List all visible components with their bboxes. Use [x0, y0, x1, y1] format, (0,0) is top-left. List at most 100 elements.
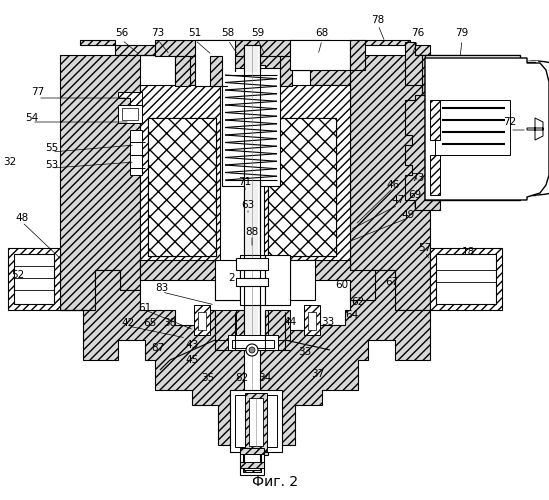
Polygon shape: [405, 42, 440, 210]
Bar: [230, 390, 282, 452]
Bar: [430, 100, 440, 140]
Text: 52: 52: [12, 270, 25, 280]
Text: 42: 42: [121, 318, 135, 328]
Bar: [243, 452, 261, 472]
Bar: [232, 340, 274, 348]
Bar: [210, 56, 222, 86]
Bar: [235, 395, 277, 447]
Bar: [244, 45, 260, 345]
Bar: [350, 40, 365, 70]
Bar: [236, 278, 268, 286]
Text: 62: 62: [351, 297, 365, 307]
Polygon shape: [118, 92, 142, 105]
Bar: [430, 155, 440, 195]
Bar: [194, 305, 210, 335]
Bar: [155, 40, 330, 56]
Bar: [246, 45, 258, 345]
Text: 33: 33: [321, 317, 335, 327]
Bar: [148, 118, 216, 256]
Bar: [215, 260, 240, 300]
Text: 73: 73: [411, 173, 424, 183]
Text: 71: 71: [238, 177, 251, 187]
Text: 68: 68: [315, 28, 329, 38]
Text: 45: 45: [186, 355, 199, 365]
Text: Фиг. 2: Фиг. 2: [252, 475, 298, 489]
Polygon shape: [425, 55, 535, 200]
Bar: [244, 340, 260, 445]
Bar: [304, 305, 320, 335]
Text: 67: 67: [385, 277, 399, 287]
Bar: [265, 255, 290, 305]
Bar: [175, 56, 190, 86]
Bar: [240, 462, 264, 468]
Polygon shape: [350, 55, 430, 310]
Bar: [228, 72, 274, 182]
Bar: [308, 312, 316, 330]
Text: 73: 73: [152, 28, 165, 38]
Bar: [268, 118, 336, 256]
Text: 49: 49: [401, 210, 414, 220]
Text: 38: 38: [164, 318, 177, 328]
Polygon shape: [140, 85, 220, 270]
Bar: [8, 248, 60, 310]
Text: 59: 59: [251, 28, 265, 38]
Text: 54: 54: [25, 113, 38, 123]
Text: 57: 57: [418, 243, 432, 253]
Text: 72: 72: [503, 117, 517, 127]
Bar: [14, 254, 54, 304]
Text: 60: 60: [335, 280, 349, 290]
Text: 64: 64: [345, 310, 358, 320]
Bar: [222, 68, 280, 186]
Text: 34: 34: [259, 373, 272, 383]
Bar: [236, 258, 268, 270]
Text: 33: 33: [298, 347, 312, 357]
Polygon shape: [140, 260, 375, 300]
Bar: [228, 335, 278, 350]
Bar: [280, 56, 292, 86]
Text: 83: 83: [155, 283, 169, 293]
Text: 35: 35: [201, 373, 215, 383]
Bar: [240, 255, 265, 305]
Text: 63: 63: [242, 200, 255, 210]
Bar: [244, 45, 260, 345]
Text: 87: 87: [152, 343, 165, 353]
Bar: [244, 448, 260, 470]
Polygon shape: [80, 40, 430, 55]
Bar: [244, 405, 260, 447]
Polygon shape: [140, 55, 350, 85]
Text: 88: 88: [245, 227, 259, 237]
Bar: [148, 118, 216, 256]
Text: 32: 32: [3, 157, 16, 167]
Bar: [290, 40, 350, 70]
Polygon shape: [60, 55, 140, 310]
Bar: [198, 312, 206, 330]
Text: 44: 44: [283, 317, 296, 327]
Polygon shape: [215, 310, 236, 340]
Bar: [195, 40, 235, 86]
Text: 65: 65: [143, 318, 156, 328]
Text: 58: 58: [221, 28, 234, 38]
Text: 55: 55: [46, 143, 59, 153]
Bar: [436, 254, 496, 304]
Text: 69: 69: [408, 190, 422, 200]
Text: 56: 56: [115, 28, 128, 38]
Bar: [268, 118, 336, 256]
Text: 48: 48: [15, 213, 29, 223]
Text: 79: 79: [455, 28, 469, 38]
Text: 77: 77: [31, 87, 44, 97]
Circle shape: [468, 61, 549, 195]
Text: 51: 51: [188, 28, 201, 38]
Bar: [468, 61, 538, 194]
Text: 76: 76: [411, 28, 424, 38]
Text: 78: 78: [371, 15, 385, 25]
Text: 2: 2: [229, 273, 236, 283]
Circle shape: [249, 347, 255, 353]
Text: 47: 47: [391, 195, 405, 205]
Text: 46: 46: [386, 180, 400, 190]
Bar: [240, 447, 264, 475]
Polygon shape: [425, 58, 549, 200]
Text: 61: 61: [138, 303, 152, 313]
Polygon shape: [130, 130, 142, 175]
Bar: [435, 100, 510, 155]
Polygon shape: [268, 310, 290, 340]
